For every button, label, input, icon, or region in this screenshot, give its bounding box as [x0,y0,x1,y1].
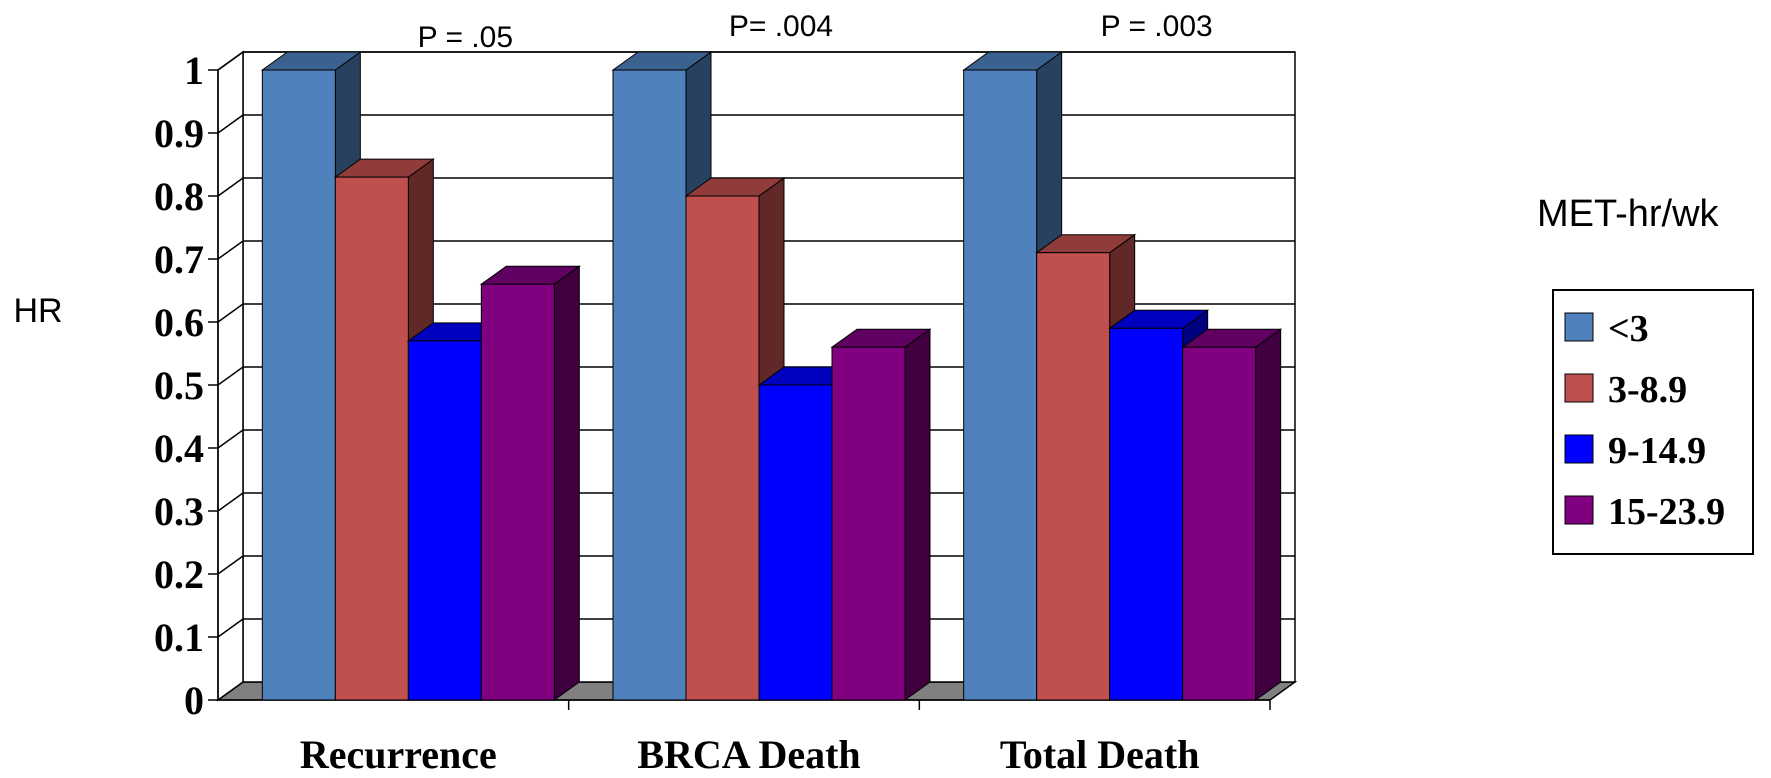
gridlines [217,51,1295,638]
category-label: Total Death [1000,732,1200,777]
legend-swatch [1564,495,1594,525]
legend-entry: 3-8.9 [1608,369,1687,411]
y-tick-label: 0.6 [154,300,204,345]
gridline [217,114,1295,134]
legend-entry: 15-23.9 [1608,491,1725,533]
y-tick-label: 0.5 [154,363,204,408]
legend-title: MET-hr/wk [1537,193,1720,235]
gridline [217,240,1295,260]
bar [1181,328,1283,701]
y-tick-label: 0.2 [154,552,204,597]
gridline [217,303,1295,323]
bar [479,265,581,701]
category-label: BRCA Death [637,732,860,777]
labels: 0 0.1 0.2 0.3 0.4 0.5 0.6 0.7 0.8 0.9 1 HR Recurrenc… [13,10,1212,777]
legend-swatch [1564,434,1594,464]
legend-entry: <3 [1608,308,1649,350]
y-tick-label: 0.3 [154,489,204,534]
gridline [217,618,1295,638]
legend-swatch [1564,312,1594,342]
p-value-annotation: P= .004 [729,10,833,43]
category-label: Recurrence [300,732,497,777]
legend-entry: 9-14.9 [1608,430,1706,472]
y-tick-label: 0.8 [154,174,204,219]
gridline [217,177,1295,197]
gridline [217,492,1295,512]
p-value-annotation: P = .05 [418,21,513,54]
y-tick-label: 0.1 [154,615,204,660]
legend-swatch [1564,373,1594,403]
gridline [217,366,1295,386]
legend: MET-hr/wk <3 3-8.9 9-14.9 15-23.9 [1537,193,1754,555]
p-value-annotation: P = .003 [1101,10,1213,43]
y-axis-title: HR [13,292,62,330]
gridline [217,51,1295,71]
y-tick-label: 1 [184,48,204,93]
y-tick-label: 0.7 [154,237,204,282]
gridline [217,555,1295,575]
y-tick-label: 0.4 [154,426,204,471]
y-tick-label: 0 [184,678,204,723]
gridline [217,429,1295,449]
y-tick-label: 0.9 [154,111,204,156]
bar [830,328,932,701]
bars [260,51,1283,701]
